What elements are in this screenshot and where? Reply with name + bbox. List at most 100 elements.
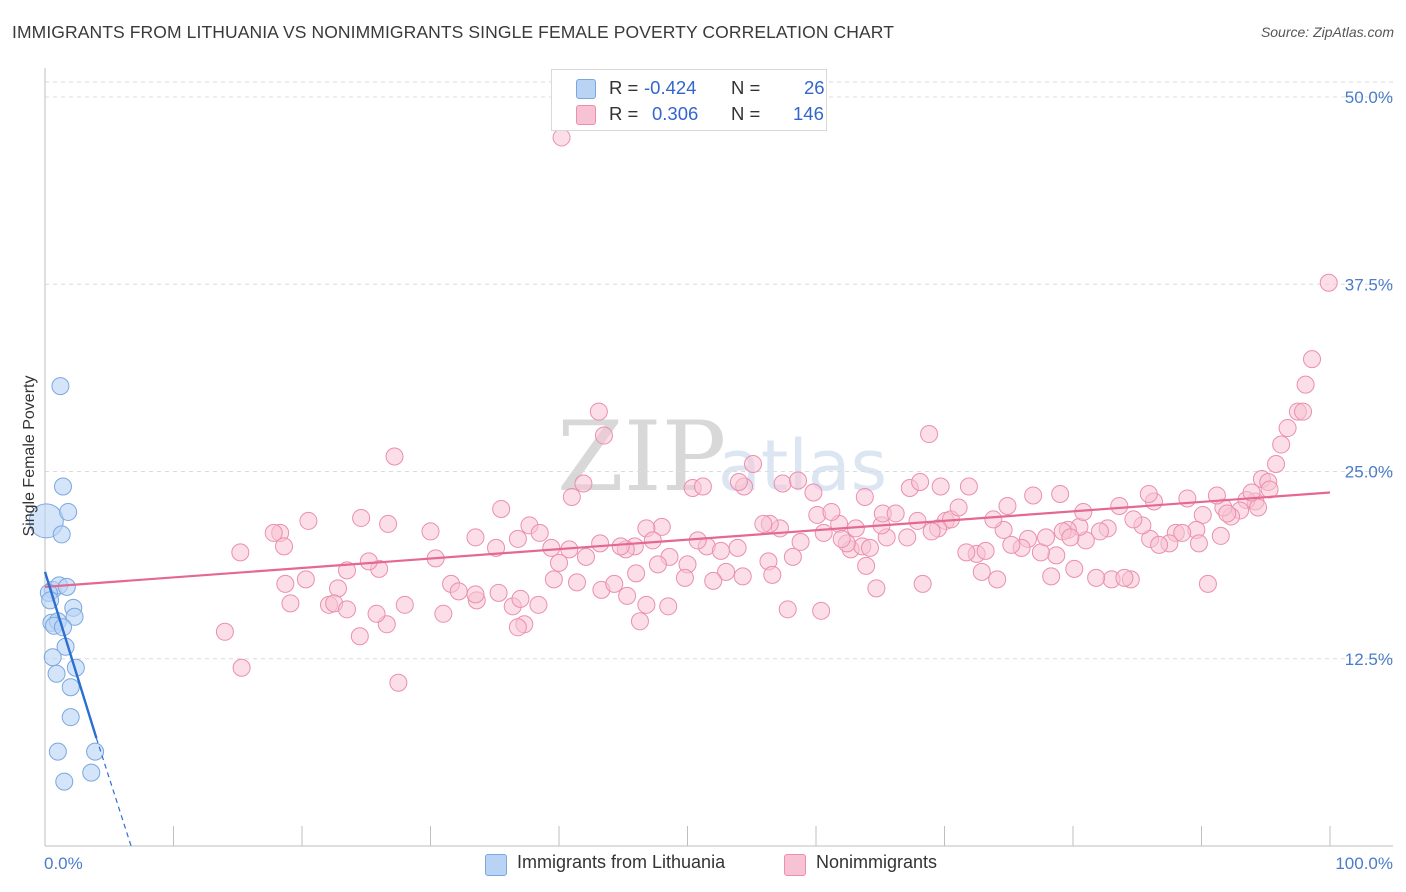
nonimmigrant-point [1242,483,1261,502]
y-tick-label: 25.0% [1345,463,1393,482]
nonimmigrant-point [959,477,978,496]
legend-label-lithuania: Immigrants from Lithuania [517,852,726,872]
nonimmigrant-point [328,579,347,598]
nonimmigrant-point [544,570,563,589]
nonimmigrant-point [1087,568,1106,587]
nonimmigrant-point [988,570,1007,589]
nonimmigrant-point [299,511,318,530]
y-axis-label: Single Female Poverty [21,376,38,537]
nonimmigrant-point [1047,546,1066,565]
lithuania-point [52,525,71,544]
nonimmigrant-point [957,543,976,562]
lithuania-point [47,664,66,683]
nonimmigrant-point [972,562,991,581]
nonimmigrant-point [693,477,712,496]
nonimmigrant-point [855,487,874,506]
legend-swatch-blue [485,854,507,876]
lithuania-trend-line [43,571,98,739]
nonimmigrant-point [508,529,527,548]
watermark-zip: ZIP [557,401,726,513]
lithuania-point [61,678,80,697]
legend-label-nonimmigrants: Nonimmigrants [816,852,938,872]
nonimmigrant-point [804,483,823,502]
nonimmigrant-point [389,673,408,692]
nonimmigrant-point [1218,504,1237,523]
nonimmigrant-point [1249,498,1268,517]
nonimmigrant-point [576,547,595,566]
nonimmigrant-point [922,522,941,541]
nonimmigrant-point [931,477,950,496]
nonimmigrant-point [449,582,468,601]
nonimmigrant-point [822,502,841,521]
nonimmigrant-point [542,538,561,557]
legend-r-label: R = [609,77,639,98]
nonimmigrant-point [637,595,656,614]
lithuania-point [82,763,101,782]
nonimmigrant-point [231,543,250,562]
legend-n-value: 26 [804,77,825,98]
nonimmigrant-point [814,523,833,542]
nonimmigrant-point [1110,496,1129,515]
nonimmigrant-point [574,474,593,493]
nonimmigrant-point [789,471,808,490]
nonimmigrant-point [1272,435,1291,454]
nonimmigrant-point [1051,484,1070,503]
nonimmigrant-point [367,604,386,623]
chart-title: IMMIGRANTS FROM LITHUANIA VS NONIMMIGRAN… [12,22,895,42]
series-legend: Immigrants from Lithuania Nonimmigrants [0,852,1406,878]
nonimmigrant-point [530,523,549,542]
nonimmigrant-point [832,529,851,548]
lithuania-point [65,607,84,626]
nonimmigrant-point [648,555,667,574]
lithuania-point [61,708,80,727]
nonimmigrant-point [1294,402,1313,421]
nonimmigrant-point [379,514,398,533]
lithuania-point [43,648,62,667]
nonimmigrant-point [594,426,613,445]
nonimmigrant-point [466,528,485,547]
nonimmigrant-point [337,561,356,580]
nonimmigrant-point [276,574,295,593]
axes [44,68,1393,847]
nonimmigrant-point [1124,510,1143,529]
nonimmigrant-point [1115,568,1134,587]
nonimmigrant-point [395,595,414,614]
nonimmigrant-point [1296,375,1315,394]
legend-swatch-pink [784,854,806,876]
nonimmigrant-point [1090,522,1109,541]
nonimmigrant-point [1037,528,1056,547]
nonimmigrant-point [1139,484,1158,503]
nonimmigrant-point [886,504,905,523]
lithuania-point [53,477,72,496]
lithuania-trend-extension [95,737,132,847]
nonimmigrant-point [1065,559,1084,578]
nonimmigrant-point [275,537,294,556]
y-tick-label: 12.5% [1345,650,1393,669]
nonimmigrant-point [589,402,608,421]
nonimmigrants-points [215,128,1338,692]
nonimmigrant-point [567,573,586,592]
lithuania-point [86,742,105,761]
nonimmigrant-point [421,522,440,541]
lithuania-point [51,377,70,396]
nonimmigrant-point [984,510,1003,529]
nonimmigrant-point [898,528,917,547]
legend-n-value: 146 [793,103,824,124]
legend-swatch-pink [576,105,596,125]
nonimmigrant-point [232,658,251,677]
nonimmigrant-point [1189,534,1208,553]
nonimmigrant-point [296,570,315,589]
nonimmigrant-point [611,537,630,556]
nonimmigrant-point [1150,535,1169,554]
nonimmigrant-point [489,583,508,602]
nonimmigrant-point [508,618,527,637]
nonimmigrant-point [350,627,369,646]
tick-labels: 12.5% 25.0% 37.5% 50.0% 0.0% 100.0% [44,88,1393,873]
nonimmigrant-point [1303,350,1322,369]
nonimmigrant-point [552,128,571,147]
watermark: ZIP atlas [557,401,887,513]
nonimmigrant-point [763,565,782,584]
nonimmigrant-point [754,514,773,533]
nonimmigrant-point [717,562,736,581]
